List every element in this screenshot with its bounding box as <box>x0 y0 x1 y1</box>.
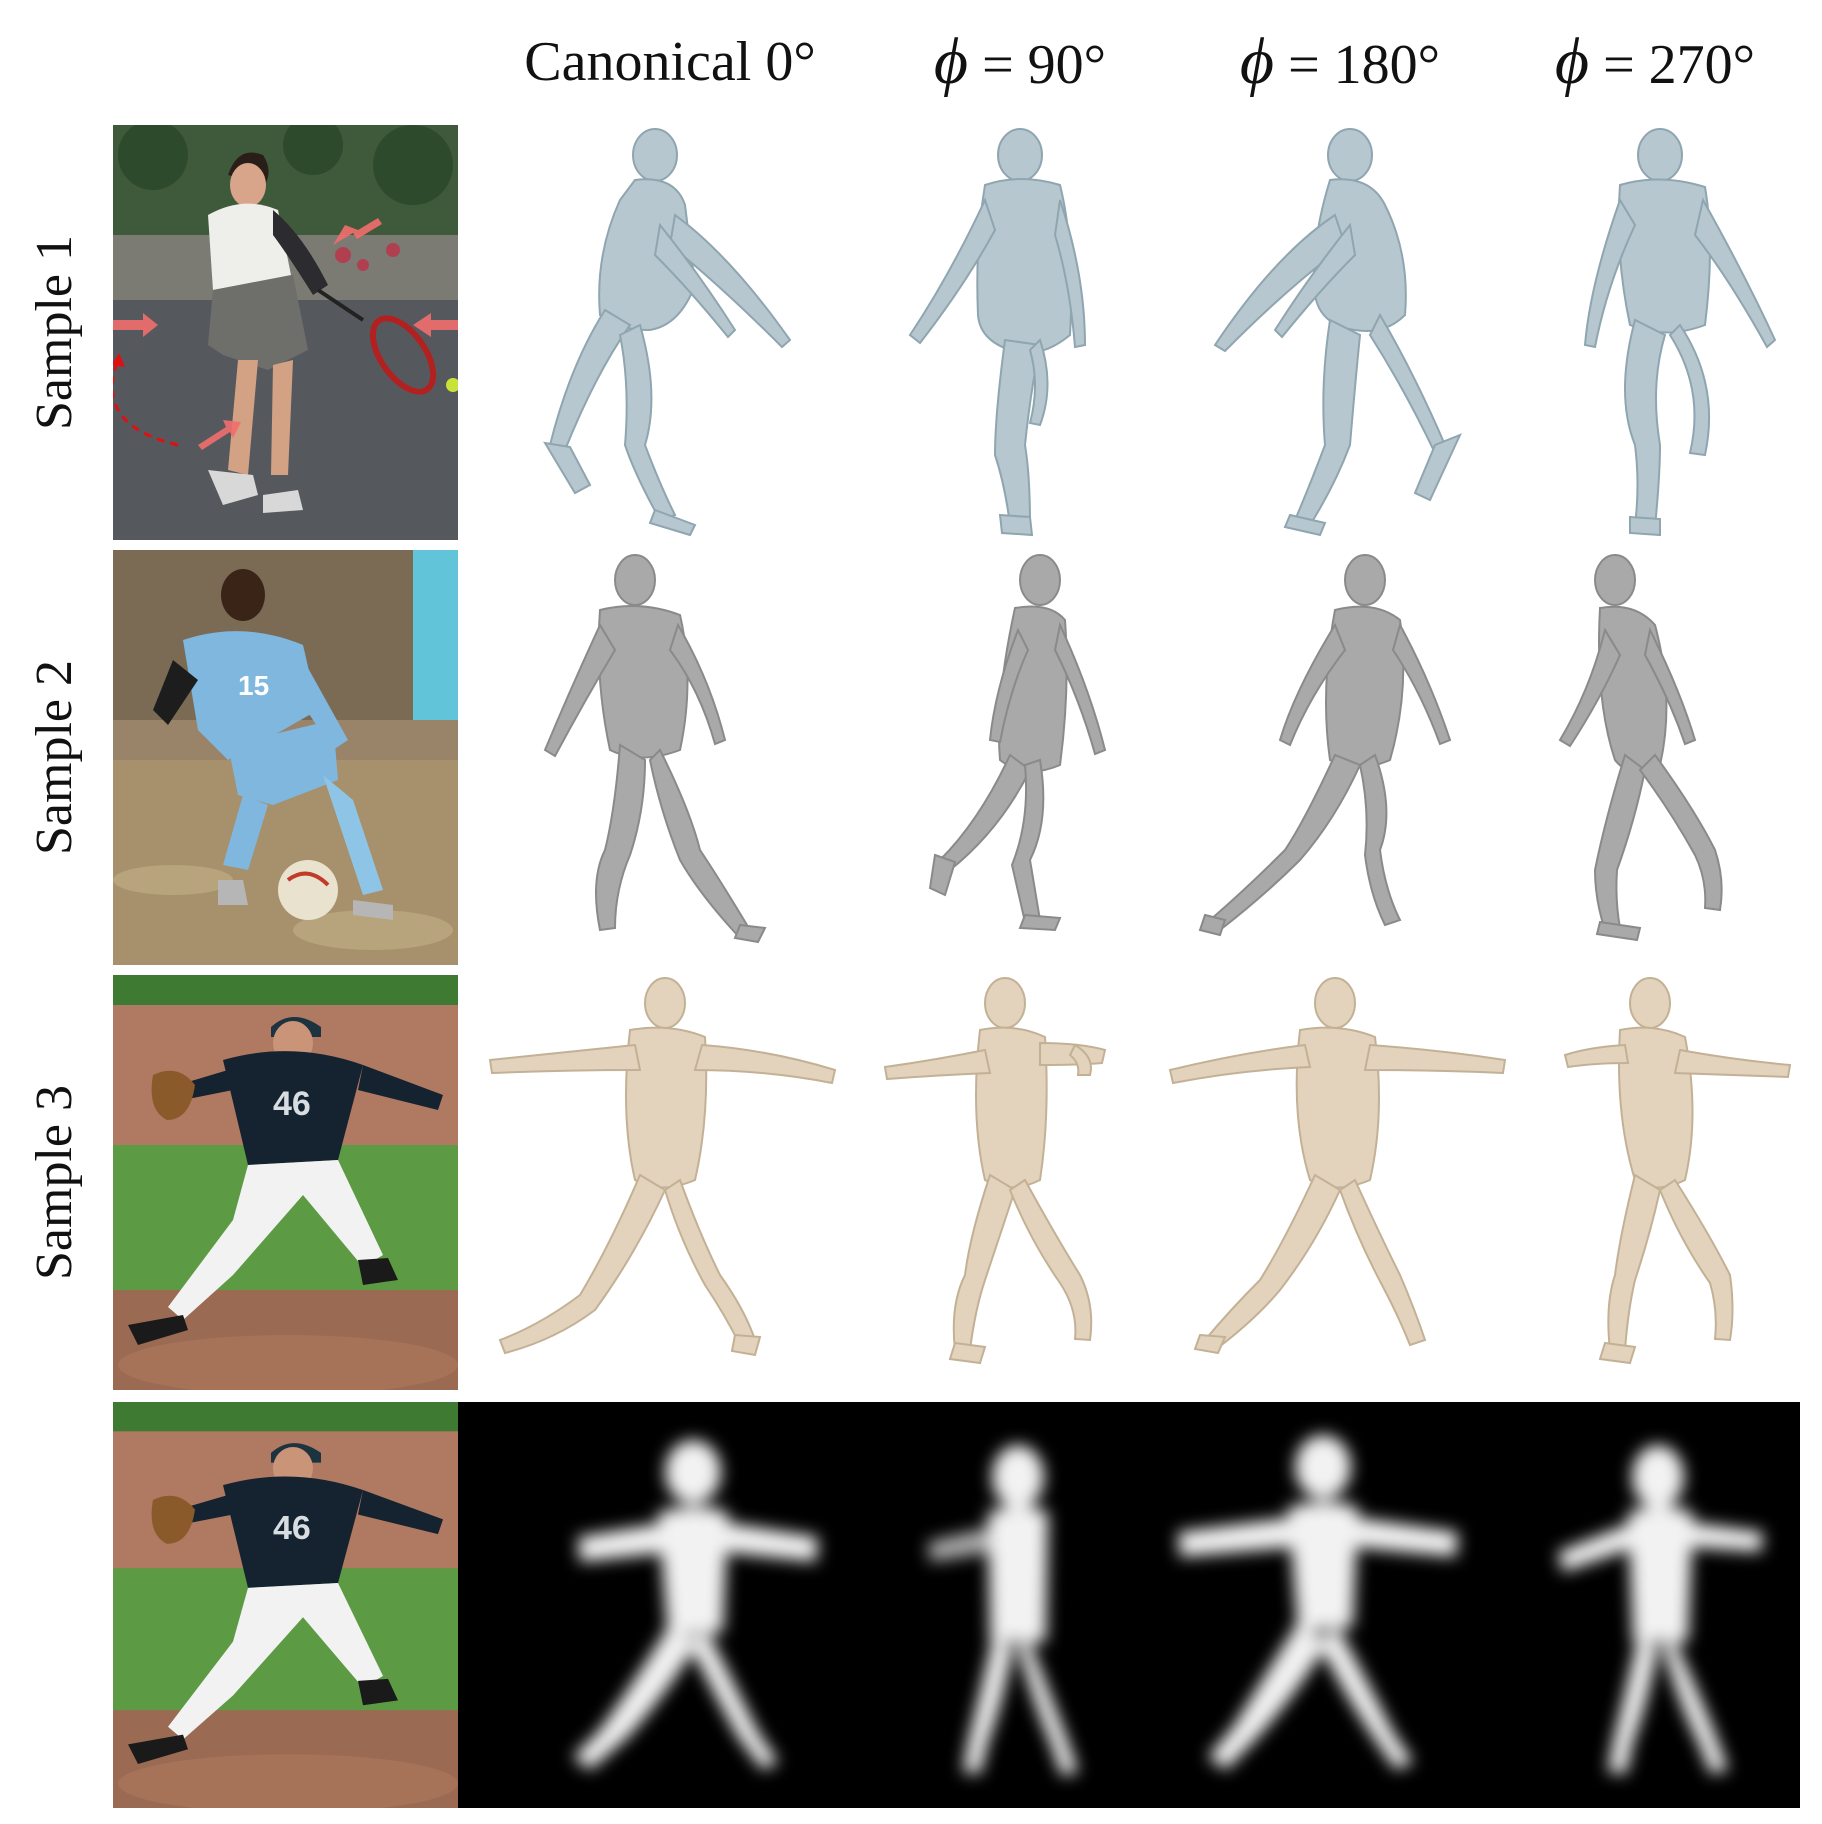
dashed-curve-arrow-icon <box>113 359 179 447</box>
phi-symbol: ϕ <box>1239 25 1275 98</box>
sample-3-mesh-270 <box>1560 975 1800 1390</box>
sample-3-jersey-number: 46 <box>273 1085 311 1123</box>
sample-4-jersey-number: 46 <box>273 1510 311 1547</box>
sample-1-mesh-90 <box>890 125 1150 540</box>
row-label-sample-3: Sample 3 <box>25 1085 83 1280</box>
sample-2-mesh-270 <box>1545 550 1795 965</box>
phi-symbol: ϕ <box>933 25 969 98</box>
sample-2-photo: 15 <box>113 550 458 965</box>
row-label-sample-1: Sample 1 <box>25 235 83 430</box>
red-arrow-icon <box>113 218 458 450</box>
mask-canonical <box>518 1402 838 1808</box>
sample-3-photo: 46 <box>113 975 458 1390</box>
sample-1-mesh-canonical <box>500 125 820 540</box>
sample-2-jersey-number: 15 <box>238 670 269 701</box>
column-header-angle: = 180° <box>1274 34 1441 96</box>
column-header-angle: = 90° <box>968 34 1107 96</box>
sample-2-mesh-90 <box>900 550 1150 965</box>
column-header-phi-270: ϕ = 270° <box>1500 22 1810 102</box>
mask-180 <box>1138 1402 1478 1808</box>
phi-symbol: ϕ <box>1554 25 1590 98</box>
column-header-angle: = 270° <box>1589 34 1756 96</box>
column-header-phi-90: ϕ = 90° <box>870 22 1170 102</box>
column-header-canonical: Canonical 0° <box>500 22 840 102</box>
column-header-phi-180: ϕ = 180° <box>1190 22 1490 102</box>
sample-2-mesh-180 <box>1195 550 1495 965</box>
sample-3-mesh-90 <box>880 975 1170 1390</box>
sample-2-mesh-canonical <box>530 550 810 965</box>
sample-1-photo <box>113 125 458 540</box>
sample-3-mesh-canonical <box>480 975 850 1390</box>
column-header-canonical-text: Canonical 0° <box>524 31 816 93</box>
sample-3-mesh-180 <box>1160 975 1520 1390</box>
mask-270 <box>1518 1402 1788 1808</box>
sample-1-mesh-180 <box>1185 125 1505 540</box>
row-label-sample-2: Sample 2 <box>25 660 83 855</box>
silhouette-mask-band <box>458 1402 1800 1808</box>
sample-4-photo: 46 <box>113 1402 458 1808</box>
sample-1-mesh-270 <box>1535 125 1795 540</box>
mask-90 <box>878 1402 1138 1808</box>
